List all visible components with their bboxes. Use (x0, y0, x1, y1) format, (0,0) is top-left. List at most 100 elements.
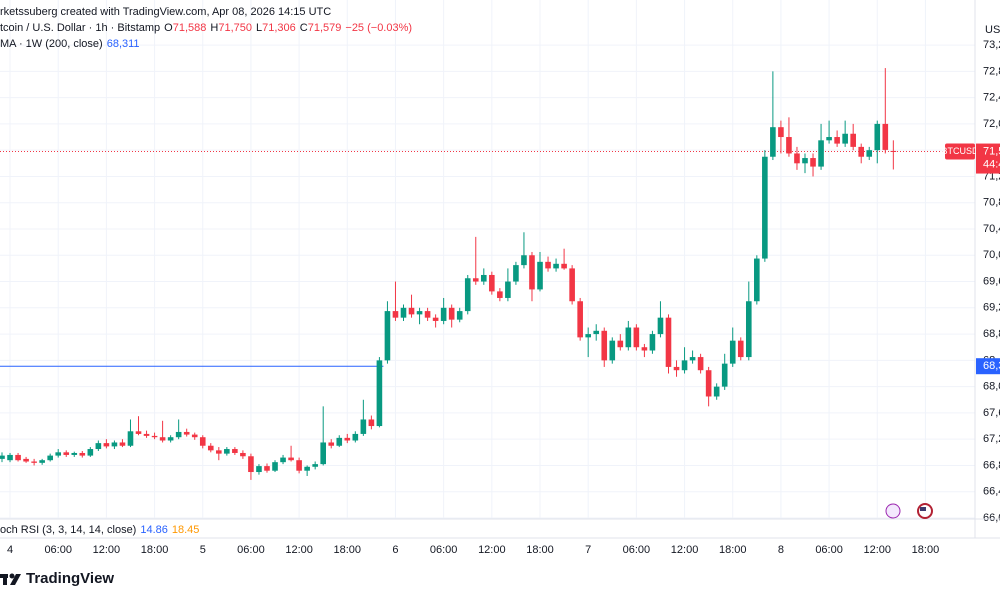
candle-body (151, 435, 158, 438)
brand-logo: TradingView (0, 570, 114, 587)
ohlc-value: 71,306 (262, 22, 296, 34)
ma-axis-label: 68,31 (983, 360, 1000, 372)
candle-body (882, 123, 889, 150)
price-axis-label: 71,579 (983, 145, 1000, 157)
candle-body (15, 454, 21, 461)
candle-body (111, 442, 118, 447)
x-tick-label: 8 (778, 544, 784, 556)
candle-body (79, 452, 86, 456)
candle-body (577, 301, 583, 338)
candle-body (31, 461, 37, 463)
candle-body (585, 334, 591, 338)
symbol-legend: tcoin / U.S. Dollar · 1h · Bitstamp O 71,… (0, 22, 412, 34)
y-tick-label: 67,200 (983, 433, 1000, 445)
candle-body (336, 437, 343, 446)
candle-body (569, 268, 575, 302)
candle-body (786, 137, 792, 154)
candle-body (175, 431, 182, 438)
candle-body (264, 466, 270, 471)
candle-body (304, 466, 310, 471)
candle-body (601, 330, 608, 361)
candle-body (778, 127, 784, 138)
x-tick-label: 6 (392, 544, 398, 556)
candle-body (71, 452, 78, 455)
candle-body (802, 158, 808, 164)
candle-body (545, 261, 551, 269)
candle-body (224, 449, 230, 454)
candle-body (248, 456, 254, 473)
candle-body (521, 255, 527, 266)
candle-body (256, 466, 262, 473)
candle-body (95, 443, 102, 450)
x-tick-label: 12:00 (478, 544, 506, 556)
y-tick-label: 70,000 (983, 249, 1000, 261)
candle-body (481, 274, 487, 282)
symbol-tag (945, 143, 975, 160)
candle-body (127, 431, 134, 446)
candle-body (649, 334, 656, 351)
candle-body (384, 311, 391, 361)
price-change: −25 (−0.03%) (345, 22, 413, 34)
candle-body (232, 449, 238, 453)
candle-body (0, 455, 5, 459)
indicator-name: och RSI (3, 3, 14, 14, close) (0, 524, 137, 536)
candle-body (874, 123, 881, 151)
candle-body (376, 360, 383, 427)
y-tick-label: 68,800 (983, 328, 1000, 340)
candle-body (593, 330, 600, 335)
countdown-label: 44:4 (983, 158, 1000, 170)
candle-body (143, 433, 150, 436)
x-tick-label: 12:00 (285, 544, 313, 556)
currency-label: USD (985, 24, 1000, 36)
flag-icon-inner (920, 507, 926, 511)
candle-body (697, 357, 704, 371)
candle-body (448, 307, 455, 320)
candle-body (721, 363, 728, 387)
y-tick-label: 68,000 (983, 381, 1000, 393)
candle-body (770, 127, 776, 157)
candle-body (55, 452, 62, 456)
ohlc-key: C (299, 22, 308, 34)
candle-body (7, 454, 13, 461)
candle-body (561, 263, 567, 269)
candle-body (713, 386, 720, 397)
candle-body (296, 460, 302, 471)
x-tick-label: 06:00 (237, 544, 265, 556)
indicator-value: 18.45 (171, 524, 200, 536)
x-tick-label: 18:00 (719, 544, 747, 556)
candle-body (207, 445, 214, 451)
candle-body (529, 255, 535, 290)
candle-body (513, 265, 519, 282)
candle-body (633, 327, 640, 348)
candle-body (312, 464, 318, 467)
y-tick-label: 66,400 (983, 486, 1000, 498)
indicator-legend: och RSI (3, 3, 14, 14, close) 14.86 18.4… (0, 524, 199, 536)
candle-body (408, 307, 415, 315)
candle-body (360, 419, 367, 434)
symbol-title: tcoin / U.S. Dollar · 1h · Bitstamp (0, 22, 161, 34)
candle-body (464, 278, 471, 312)
indicator-value: 14.86 (140, 524, 168, 536)
ohlc-key: L (256, 22, 263, 34)
candle-body (705, 370, 712, 397)
ohlc-key: O (164, 22, 173, 34)
y-tick-label: 72,000 (983, 118, 1000, 130)
y-tick-label: 66,000 (983, 512, 1000, 524)
y-tick-label: 66,800 (983, 459, 1000, 471)
ma-name: MA · 1W (200, close) (0, 38, 103, 50)
x-tick-label: 18:00 (912, 544, 940, 556)
x-tick-label: 12:00 (864, 544, 892, 556)
candle-body (673, 366, 680, 371)
candle-body (858, 146, 865, 157)
candle-body (745, 301, 752, 358)
ohlc-item: C71,579 (300, 22, 342, 34)
candle-body (135, 431, 142, 434)
grid (0, 0, 975, 519)
ohlc-value: 71,579 (307, 22, 342, 34)
x-tick-label: 06:00 (623, 544, 651, 556)
candle-body (167, 437, 174, 441)
price-axis-tag (976, 143, 1000, 174)
candle-body (320, 442, 326, 465)
